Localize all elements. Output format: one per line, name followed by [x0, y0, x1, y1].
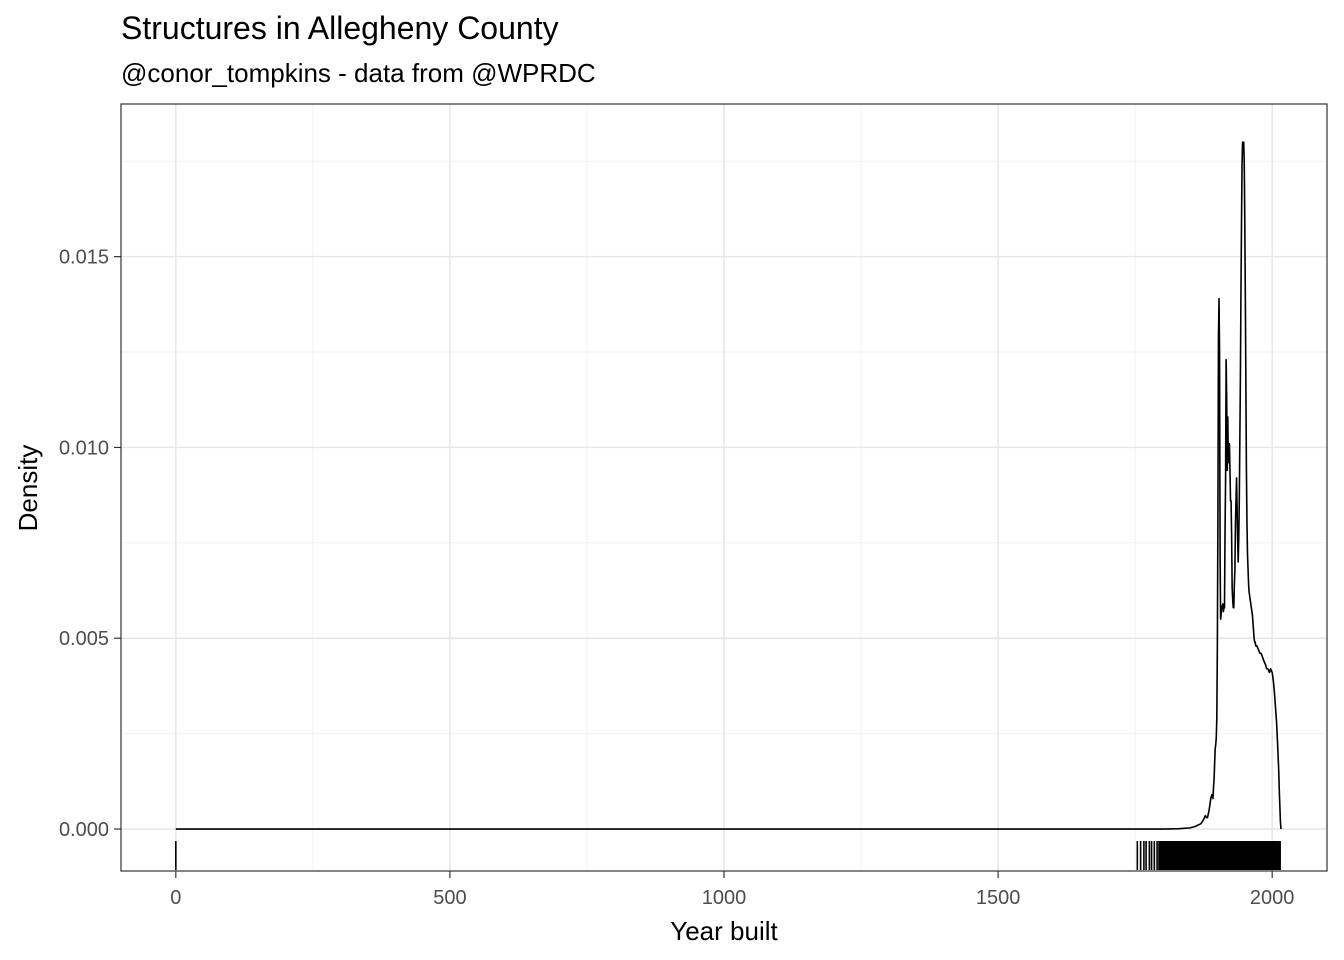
y-axis: 0.000 0.005 0.010 0.015: [59, 247, 121, 841]
x-tick-label: 500: [433, 887, 466, 909]
y-tick-label: 0.015: [59, 247, 109, 269]
x-tick-label: 1000: [702, 887, 747, 909]
x-axis-title: Year built: [670, 916, 778, 946]
y-tick-label: 0.005: [59, 628, 109, 650]
chart-subtitle: @conor_tompkins - data from @WPRDC: [121, 58, 596, 88]
y-tick-label: 0.010: [59, 437, 109, 459]
x-tick-label: 1500: [976, 887, 1021, 909]
y-tick-label: 0.000: [59, 819, 109, 841]
rug-dense-band: [1158, 841, 1281, 870]
density-line: [175, 141, 1282, 830]
y-axis-title: Density: [13, 445, 43, 532]
rug-marks: [175, 841, 1281, 870]
chart-title: Structures in Allegheny County: [121, 10, 559, 46]
x-tick-label: 0: [170, 887, 181, 909]
x-tick-label: 2000: [1250, 887, 1295, 909]
x-axis: 0 500 1000 1500 2000: [170, 871, 1294, 909]
